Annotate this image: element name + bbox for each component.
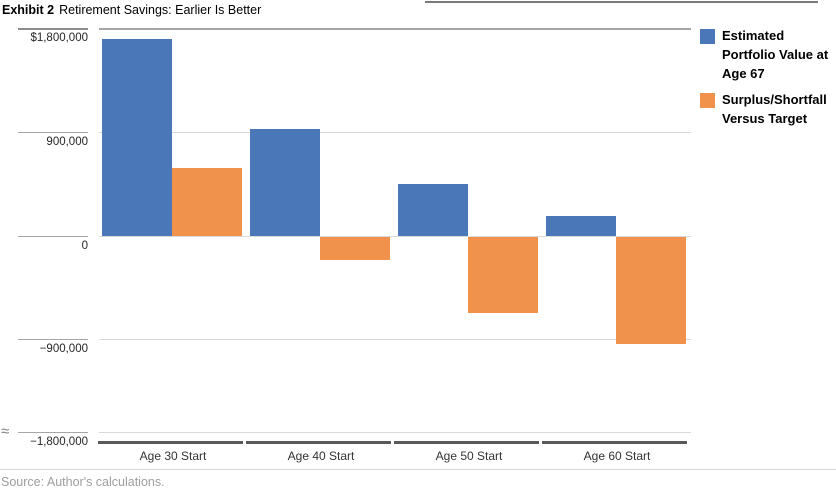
bar-portfolio-age-50-start [398,184,468,236]
legend-swatch-orange [700,93,715,108]
footer-divider-line [0,469,836,470]
gridline [99,28,691,30]
bar-surplus-age-40-start [320,237,390,261]
legend-label-portfolio-value: Estimated Portfolio Value at Age 67 [722,28,829,81]
chart-title-text: Retirement Savings: Earlier Is Better [59,3,262,17]
gridline [99,432,691,433]
x-axis-segment [98,441,243,444]
legend: Estimated Portfolio Value at Age 67 Surp… [700,26,832,135]
y-tick-line [18,132,88,133]
y-tick-label: $1,800,000 [30,32,88,44]
gridline [99,132,691,133]
legend-label-surplus-shortfall: Surplus/Shortfall Versus Target [722,92,827,126]
bar-surplus-age-30-start [172,167,242,236]
x-axis-segment [246,441,391,444]
y-tick-label: 900,000 [46,136,88,148]
gridline [99,236,691,237]
bar-portfolio-age-40-start [250,128,320,236]
x-axis-category-label: Age 60 Start [583,449,651,463]
gridline [99,339,691,340]
bar-portfolio-age-60-start [546,216,616,236]
legend-item-portfolio-value: Estimated Portfolio Value at Age 67 [700,26,832,83]
y-tick-label: −900,000 [39,343,88,355]
exhibit-label: Exhibit 2 [2,3,55,17]
top-divider-line [425,1,818,3]
y-tick-label: −1,800,000 [30,436,88,448]
chart-title: Exhibit 2 Retirement Savings: Earlier Is … [2,3,261,18]
axis-break-symbol: ≈ [1,423,9,440]
x-axis-segment [542,441,687,444]
bar-surplus-age-60-start [616,237,686,345]
source-note: Source: Author's calculations. [1,475,165,489]
legend-swatch-blue [700,29,715,44]
y-tick-label: 0 [81,240,88,252]
bar-portfolio-age-30-start [102,38,172,236]
x-axis-category-label: Age 50 Start [435,449,503,463]
y-tick-line [18,236,88,237]
y-tick-line [18,339,88,340]
x-axis-category-label: Age 30 Start [139,449,207,463]
legend-item-surplus-shortfall: Surplus/Shortfall Versus Target [700,90,832,128]
x-axis-category-label: Age 40 Start [287,449,355,463]
y-tick-line [18,28,88,30]
y-tick-line [18,432,88,433]
x-axis-segment [394,441,539,444]
bar-surplus-age-50-start [468,237,538,314]
